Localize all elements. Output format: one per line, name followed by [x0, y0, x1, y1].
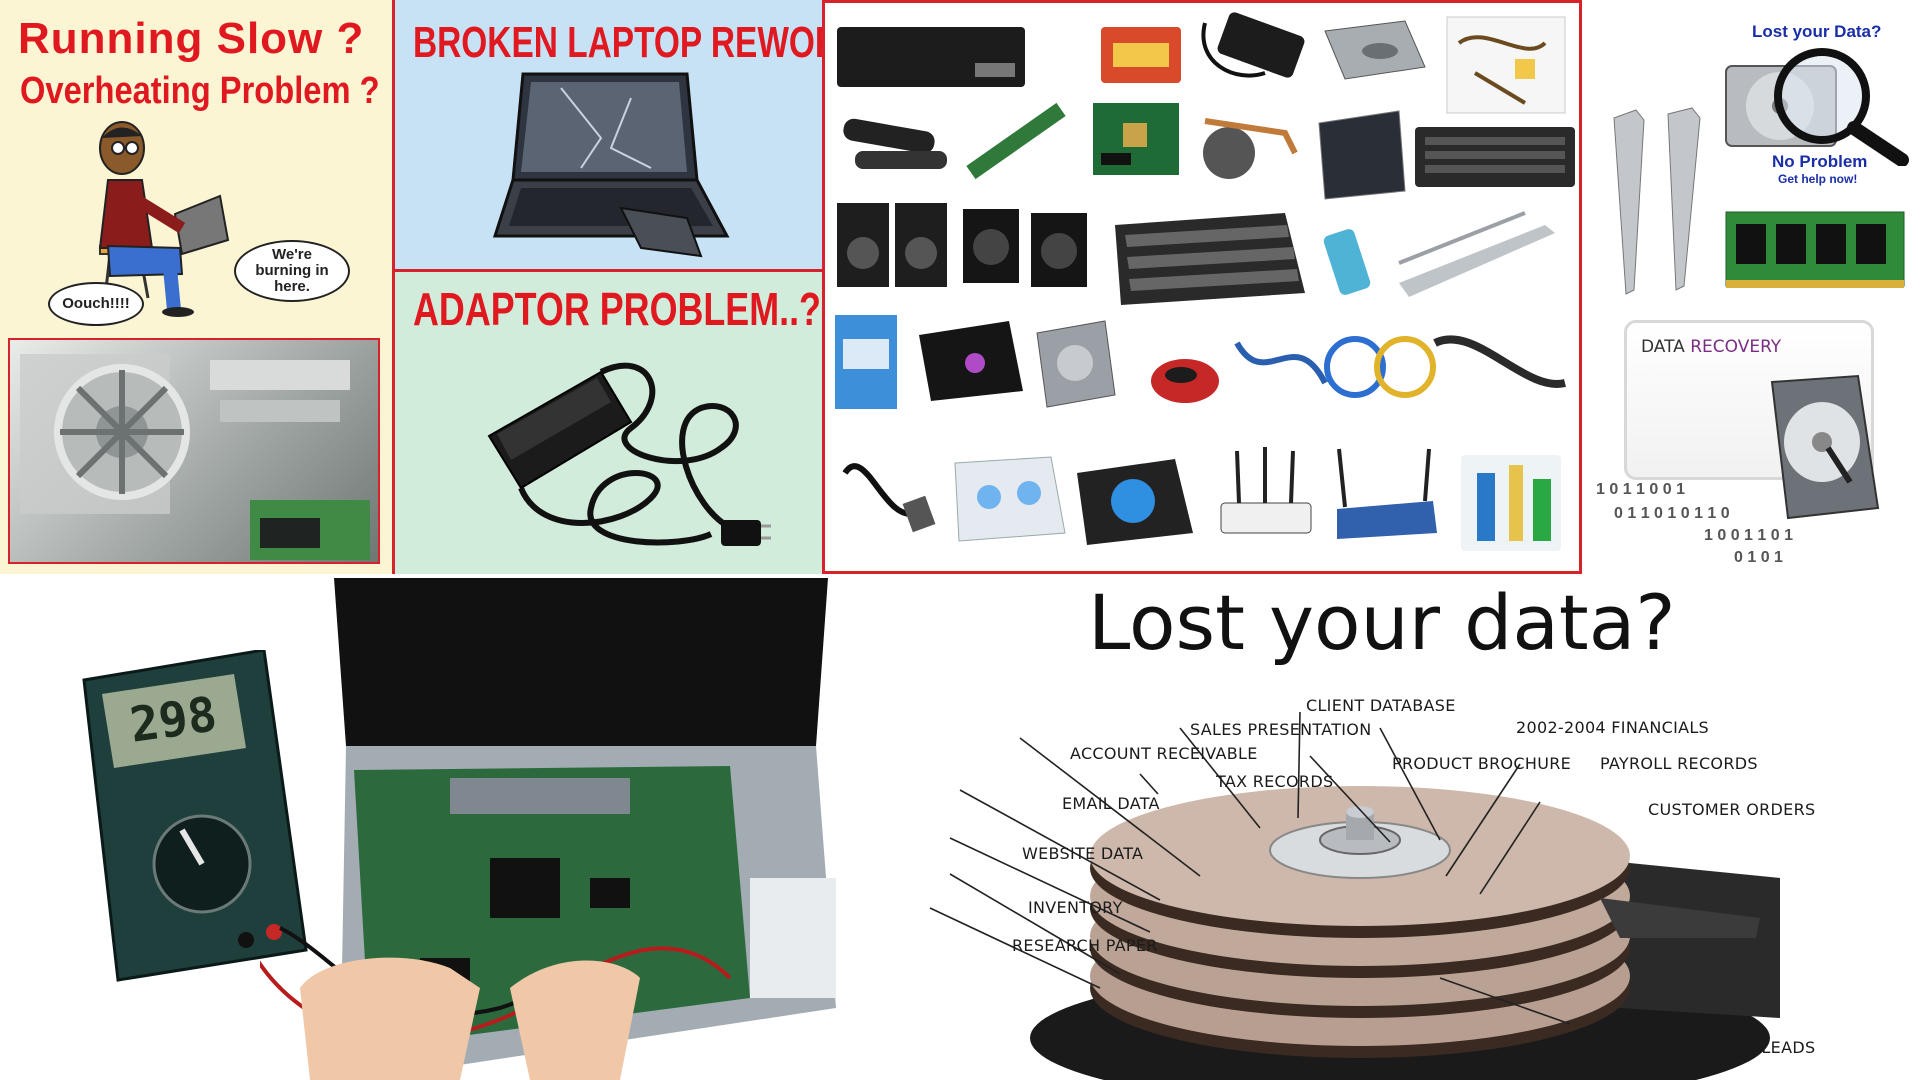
keyboard-icon [1415, 127, 1575, 187]
usb-cable-icon [1234, 341, 1328, 385]
binary-digits-decoration: 1 0 1 1 0 0 1 0 1 1 0 1 0 1 1 0 1 0 0 1 … [1584, 470, 1920, 570]
cooling-pad-icon [954, 456, 1066, 542]
label-payroll-records: PAYROLL RECORDS [1600, 754, 1758, 773]
adaptor-title: ADAPTOR PROBLEM..? [413, 283, 821, 335]
router-icon [1220, 447, 1312, 534]
multimeter-icon [74, 650, 308, 984]
usb-drive-icon [1323, 229, 1371, 295]
label-tax-records: TAX RECORDS [1216, 772, 1334, 791]
svg-text:0 1 0 1: 0 1 0 1 [1734, 549, 1783, 566]
cooling-pad-icon [1077, 459, 1193, 545]
hinge-icon [1604, 100, 1714, 300]
laptop-skin-icon [919, 321, 1023, 401]
hard-drive-icon [1036, 320, 1116, 408]
label-product-brochure: PRODUCT BROCHURE [1392, 754, 1572, 773]
mouse-icon [1151, 359, 1219, 403]
lost-data-panel: Lost your data? [840, 578, 1920, 1080]
hard-drive-icon [1762, 372, 1882, 522]
power-cord-icon [1433, 335, 1566, 388]
router-icon [1337, 448, 1437, 539]
right-services-panel: Lost your Data? No Problem Get help now!… [1582, 0, 1920, 574]
ram-stick-icon [1722, 206, 1908, 296]
usb-cable-icon [842, 463, 936, 533]
running-slow-panel: Running Slow ? Overheating Problem ? Oou… [0, 0, 392, 574]
no-problem-text: No Problem [1772, 152, 1868, 171]
hinge-icon [1398, 211, 1555, 297]
hard-disk-platter-icon [1020, 778, 1780, 1080]
label-account-receivable: ACCOUNT RECEIVABLE [1070, 744, 1258, 763]
label-website-data: WEBSITE DATA [1022, 844, 1144, 863]
svg-text:1 0 0 1 1 0 1: 1 0 0 1 1 0 1 [1704, 527, 1793, 544]
speaker-bar-icon [843, 118, 947, 169]
person-with-laptop-icon [70, 118, 270, 318]
lcd-panel-icon [1318, 110, 1406, 200]
data-recovery-word2: RECOVERY [1690, 337, 1782, 357]
dvd-drive-icon [1324, 20, 1426, 80]
dusty-fan-icon [8, 338, 380, 564]
broken-laptop-icon [491, 68, 731, 264]
cleaning-kit-icon [1461, 455, 1561, 551]
motherboard-icon [1093, 103, 1179, 175]
laptop-repair-photo: 298 [0, 578, 840, 1080]
lcd-cable-icon [1446, 16, 1566, 114]
subwoofer-icon [963, 209, 1087, 287]
adaptor-panel: ADAPTOR PROBLEM..? [392, 272, 822, 574]
svg-text:1 0 1 1 0 0 1: 1 0 1 1 0 0 1 [1596, 481, 1685, 498]
get-help-text: Get help now! [1778, 172, 1858, 186]
keyboard-icon [1115, 213, 1305, 305]
label-sales-presentation: SALES PRESENTATION [1190, 720, 1372, 739]
broken-laptop-panel: BROKEN LAPTOP REWORK [392, 0, 822, 272]
inverter-board-icon [966, 102, 1066, 180]
label-financials: 2002-2004 FINANCIALS [1516, 718, 1710, 737]
lan-cable-icon [1324, 336, 1436, 398]
charger-icon [1201, 12, 1305, 78]
bubble-left: Oouch!!!! [48, 282, 144, 326]
label-sales-leads: SALES LEADS [1704, 1038, 1816, 1057]
memory-card-icon [1101, 27, 1181, 83]
parts-grid-panel [822, 0, 1582, 574]
multimeter-reading: 298 [126, 686, 221, 754]
label-inventory: INVENTORY [1028, 898, 1123, 917]
svg-text:0 1 1 0 1 0 1 1 0: 0 1 1 0 1 0 1 1 0 [1614, 505, 1730, 522]
lost-data-title: Lost your data? [1088, 578, 1676, 667]
power-adaptor-icon [481, 338, 771, 564]
label-email-data: EMAIL DATA [1062, 794, 1160, 813]
lost-data-question: Lost your Data? [1752, 22, 1882, 41]
probe-hands [260, 838, 780, 1080]
magnifier-icon [1722, 36, 1918, 166]
label-customer-orders: CUSTOMER ORDERS [1648, 800, 1816, 819]
running-slow-text: Running Slow ? [18, 14, 365, 63]
laptop-battery-icon [837, 27, 1025, 87]
antivirus-box-icon [835, 315, 897, 409]
data-recovery-word1: DATA [1641, 337, 1685, 357]
label-client-database: CLIENT DATABASE [1306, 696, 1456, 715]
broken-laptop-title: BROKEN LAPTOP REWORK [413, 18, 822, 67]
overheating-text: Overheating Problem ? [20, 70, 380, 112]
bubble-right: We're burning in here. [234, 240, 350, 302]
callout-lines [840, 578, 1920, 1080]
label-research-paper: RESEARCH PAPER [1012, 936, 1158, 955]
cpu-fan-icon [1203, 118, 1298, 179]
speakers-icon [837, 203, 947, 287]
